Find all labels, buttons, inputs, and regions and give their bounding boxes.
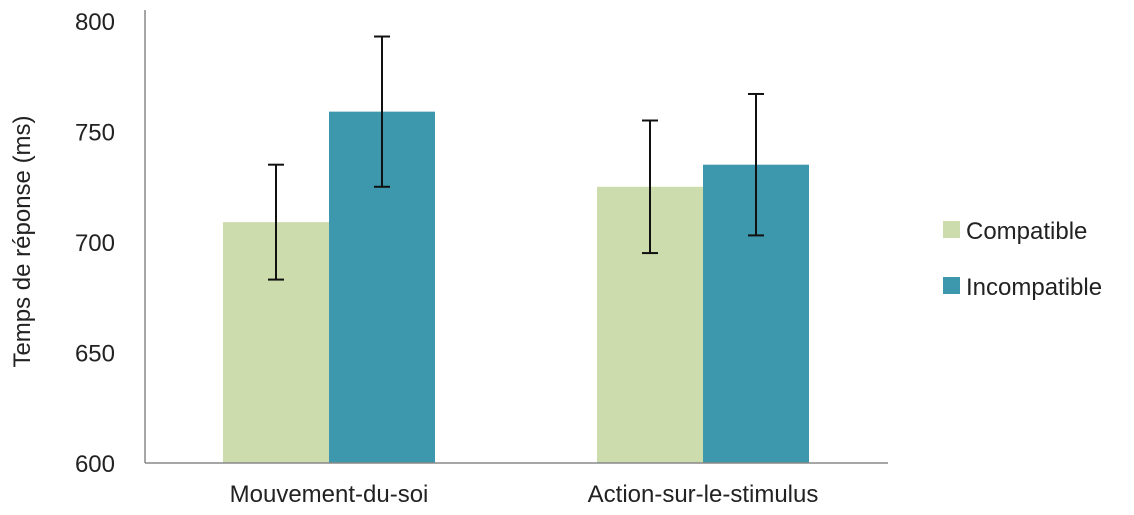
legend: Compatible Incompatible: [943, 218, 1102, 301]
y-tick-labels: 600 650 700 750 800: [75, 9, 115, 478]
y-tick-label: 700: [75, 230, 115, 257]
x-category-label: Mouvement-du-soi: [230, 481, 429, 508]
legend-swatch-incompatible: [943, 277, 960, 294]
y-tick-label: 600: [75, 451, 115, 478]
error-bar: [748, 92, 764, 237]
legend-label-incompatible: Incompatible: [966, 274, 1102, 301]
legend-label-compatible: Compatible: [966, 218, 1087, 245]
y-tick-label: 750: [75, 120, 115, 147]
bars-layer: [223, 111, 809, 464]
x-category-label: Action-sur-le-stimulus: [588, 481, 819, 508]
error-bar: [268, 163, 284, 281]
y-tick-label: 800: [75, 9, 115, 36]
error-bar: [642, 119, 658, 255]
error-bar: [374, 35, 390, 188]
y-axis-title: Temps de réponse (ms): [9, 115, 36, 367]
error-bars-layer: [268, 35, 764, 281]
x-category-labels: Mouvement-du-soi Action-sur-le-stimulus: [230, 481, 819, 508]
legend-swatch-compatible: [943, 221, 960, 238]
y-tick-label: 650: [75, 341, 115, 368]
